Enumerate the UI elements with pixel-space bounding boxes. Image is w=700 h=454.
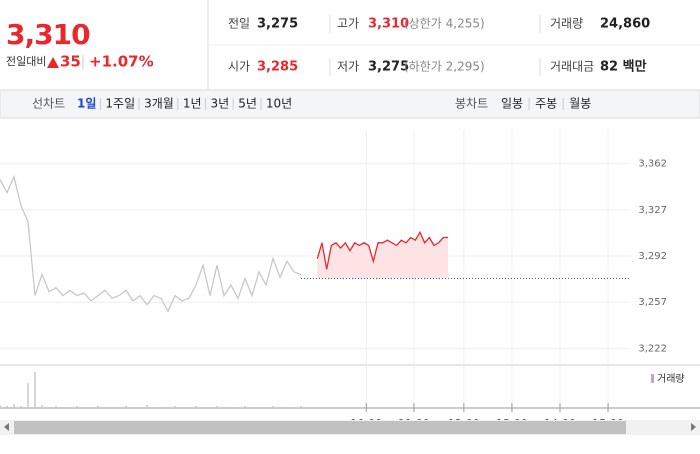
- legend-label: 거래량: [657, 373, 685, 385]
- nav-label: 선차트: [32, 97, 65, 111]
- volume-bar: [258, 407, 260, 408]
- stat-label: 전일: [228, 17, 250, 31]
- volume-bar: [167, 407, 169, 408]
- stat-label: 거래대금: [550, 60, 594, 74]
- volume-bar: [97, 406, 99, 408]
- volume-bar: [146, 405, 148, 408]
- stat-label: 고가: [337, 17, 359, 31]
- volume-bar: [181, 407, 183, 408]
- volume-bar: [76, 406, 78, 408]
- stat-label: 저가: [337, 60, 359, 74]
- period-tab[interactable]: 1주일: [105, 97, 135, 111]
- change-pct: +1.07%: [89, 53, 154, 71]
- volume-bar: [174, 406, 176, 408]
- volume-bar: [41, 405, 43, 408]
- stat-label: 시가: [228, 60, 250, 74]
- volume-bar: [202, 407, 204, 408]
- scroll-right[interactable]: [691, 423, 696, 431]
- period-tab[interactable]: 1일: [77, 97, 96, 111]
- volume-bar: [69, 407, 71, 408]
- y-tick-label: 3,222: [638, 343, 667, 354]
- volume-bar: [209, 407, 211, 408]
- volume-bar: [237, 407, 239, 408]
- period-tab[interactable]: 3년: [211, 97, 230, 111]
- volume-bar: [286, 407, 288, 408]
- y-tick-label: 3,327: [638, 205, 667, 216]
- volume-bar: [223, 407, 225, 408]
- stat-note: (하한가 2,295): [404, 60, 485, 74]
- price-line: [0, 174, 302, 313]
- y-tick-label: 3,292: [638, 251, 667, 262]
- period-tab[interactable]: 일봉: [501, 97, 523, 111]
- stat-value: 24,860: [600, 17, 650, 32]
- volume-bar: [139, 407, 141, 408]
- change-label: 전일대비: [6, 54, 46, 68]
- scroll-left[interactable]: [4, 423, 9, 431]
- volume-bar: [48, 407, 50, 408]
- scrollbar-thumb[interactable]: [14, 421, 626, 434]
- period-tab[interactable]: 월봉: [569, 97, 591, 111]
- volume-bar: [293, 407, 295, 408]
- volume-bar: [83, 407, 85, 408]
- period-tab[interactable]: 주봉: [535, 97, 557, 111]
- volume-bar: [90, 407, 92, 408]
- nav-bar: [0, 89, 700, 119]
- volume-bar: [272, 406, 274, 408]
- change: 35: [60, 53, 81, 71]
- volume-bar: [132, 407, 134, 408]
- volume-bar: [300, 406, 302, 408]
- volume-bar: [153, 407, 155, 408]
- volume-bar: [27, 383, 29, 408]
- volume-bar: [216, 406, 218, 408]
- price: 3,310: [6, 18, 90, 51]
- volume-bar: [160, 407, 162, 408]
- volume-bar: [230, 407, 232, 408]
- volume-bar: [251, 407, 253, 408]
- volume-bar: [20, 406, 22, 408]
- volume-bar: [34, 372, 36, 408]
- stat-value: 3,285: [257, 60, 298, 75]
- volume-bar: [118, 407, 120, 408]
- volume-bar: [13, 404, 15, 408]
- volume-bar: [104, 407, 106, 408]
- stat-value: 82 백만: [600, 59, 647, 75]
- stat-note: (상한가 4,255): [404, 17, 485, 31]
- stat-value: 3,275: [257, 17, 298, 32]
- volume-bar: [195, 406, 197, 408]
- stat-value: 3,275: [368, 60, 409, 75]
- stat-label: 거래량: [550, 17, 583, 31]
- volume-bar: [0, 405, 1, 408]
- period-tab[interactable]: 10년: [266, 97, 292, 111]
- volume-bar: [279, 407, 281, 408]
- legend-swatch: [651, 374, 654, 383]
- period-tab[interactable]: 3개월: [144, 97, 174, 111]
- y-tick-label: 3,257: [638, 297, 667, 308]
- nav-label: 봉차트: [455, 97, 488, 111]
- volume-bar: [111, 407, 113, 408]
- volume-bar: [62, 407, 64, 408]
- price-line: [316, 230, 448, 270]
- volume-bar: [188, 407, 190, 408]
- volume-bar: [6, 406, 8, 408]
- volume-bar: [265, 407, 267, 408]
- area: [317, 232, 448, 279]
- volume-bar: [244, 406, 246, 408]
- stat-value: 3,310: [368, 17, 409, 32]
- volume-bar: [125, 406, 127, 408]
- volume-bar: [55, 406, 57, 408]
- period-tab[interactable]: 5년: [238, 97, 257, 111]
- up-arrow: [47, 57, 59, 68]
- period-tab[interactable]: 1년: [183, 97, 202, 111]
- y-tick-label: 3,362: [638, 159, 667, 170]
